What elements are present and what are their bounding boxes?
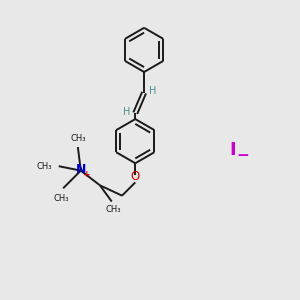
Text: CH₃: CH₃ xyxy=(105,205,121,214)
Text: −: − xyxy=(236,148,249,163)
Text: O: O xyxy=(131,170,140,183)
Text: +: + xyxy=(83,169,91,178)
Text: H: H xyxy=(123,107,131,117)
Text: N: N xyxy=(76,163,86,176)
Text: CH₃: CH₃ xyxy=(37,162,52,171)
Text: H: H xyxy=(149,86,156,96)
Text: I: I xyxy=(229,141,236,159)
Text: CH₃: CH₃ xyxy=(70,134,85,142)
Text: CH₃: CH₃ xyxy=(54,194,69,202)
